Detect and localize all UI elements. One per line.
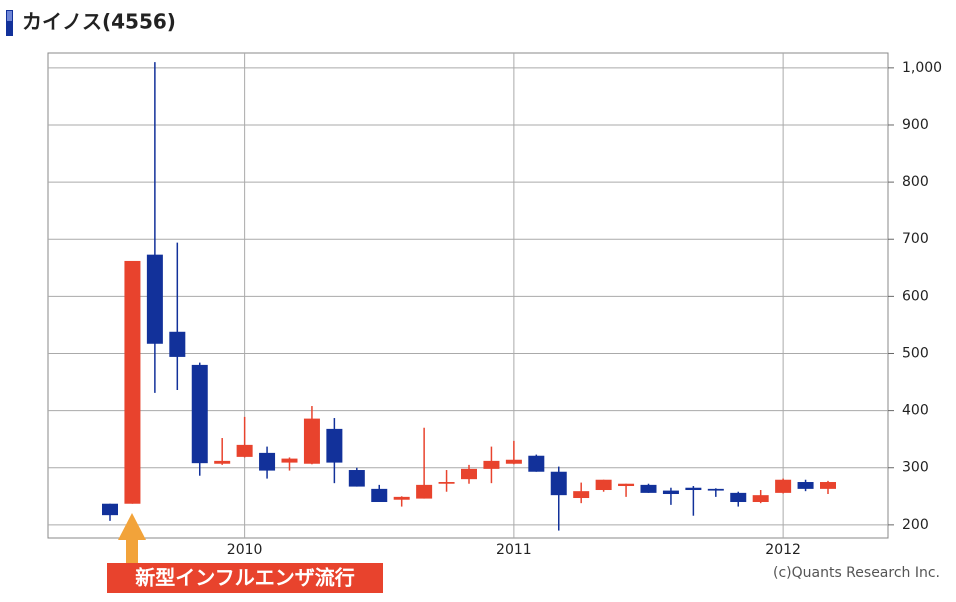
title-icon-highlight — [7, 11, 12, 21]
candle-body — [169, 331, 186, 357]
annotation: 新型インフルエンザ流行 — [135, 566, 354, 590]
y-tick-label: 400 — [902, 403, 929, 419]
x-tick-label: 2012 — [765, 542, 801, 558]
y-tick-label: 200 — [902, 517, 929, 533]
candle-body — [461, 468, 477, 480]
chart-title: カイノス(4556) — [22, 10, 176, 34]
candle-body — [303, 418, 320, 464]
candle-body — [483, 460, 500, 469]
credit: (c)Quants Research Inc. — [773, 565, 940, 581]
candle-body — [640, 484, 657, 493]
candle-body — [416, 484, 433, 499]
candle-body — [348, 470, 365, 487]
candle-body — [797, 482, 814, 489]
annotation-box — [107, 563, 383, 593]
candles — [102, 62, 836, 531]
candle-body — [281, 458, 298, 463]
candle-body — [752, 495, 769, 503]
candle-body — [550, 471, 567, 496]
y-tick-label: 900 — [902, 117, 929, 133]
candle-body — [685, 487, 702, 491]
title-icon — [6, 10, 13, 36]
candle-body — [259, 452, 276, 471]
candle-body — [528, 455, 545, 472]
candle-body — [326, 428, 343, 463]
candle-body — [371, 488, 388, 503]
x-tick-label: 2011 — [496, 542, 532, 558]
candle-body — [393, 496, 410, 500]
y-tick-label: 500 — [902, 345, 929, 361]
candle-body — [618, 483, 635, 487]
candle-body — [573, 491, 590, 499]
candle-body — [595, 479, 612, 491]
candle-body — [662, 490, 679, 495]
candle-body — [438, 482, 455, 484]
candle-body — [102, 503, 118, 516]
candle-body — [214, 460, 231, 464]
y-tick-label: 700 — [902, 231, 929, 247]
y-tick-label: 600 — [902, 288, 929, 304]
annotation-arrow — [118, 513, 146, 565]
y-tick-label: 800 — [902, 174, 929, 190]
plot-frame — [47, 52, 889, 539]
y-tick-label: 1,000 — [902, 60, 942, 76]
candle-body — [775, 479, 792, 493]
candle-body — [191, 364, 208, 464]
candle-body — [730, 492, 747, 503]
y-tick-label: 300 — [902, 460, 929, 476]
candle-body — [820, 482, 836, 489]
grid — [48, 53, 894, 538]
candle-body — [146, 254, 163, 344]
candle-body — [236, 444, 253, 457]
candle-body — [505, 459, 522, 464]
x-tick-label: 2010 — [227, 542, 263, 558]
candle-body — [124, 260, 141, 504]
candle-body — [707, 488, 724, 491]
